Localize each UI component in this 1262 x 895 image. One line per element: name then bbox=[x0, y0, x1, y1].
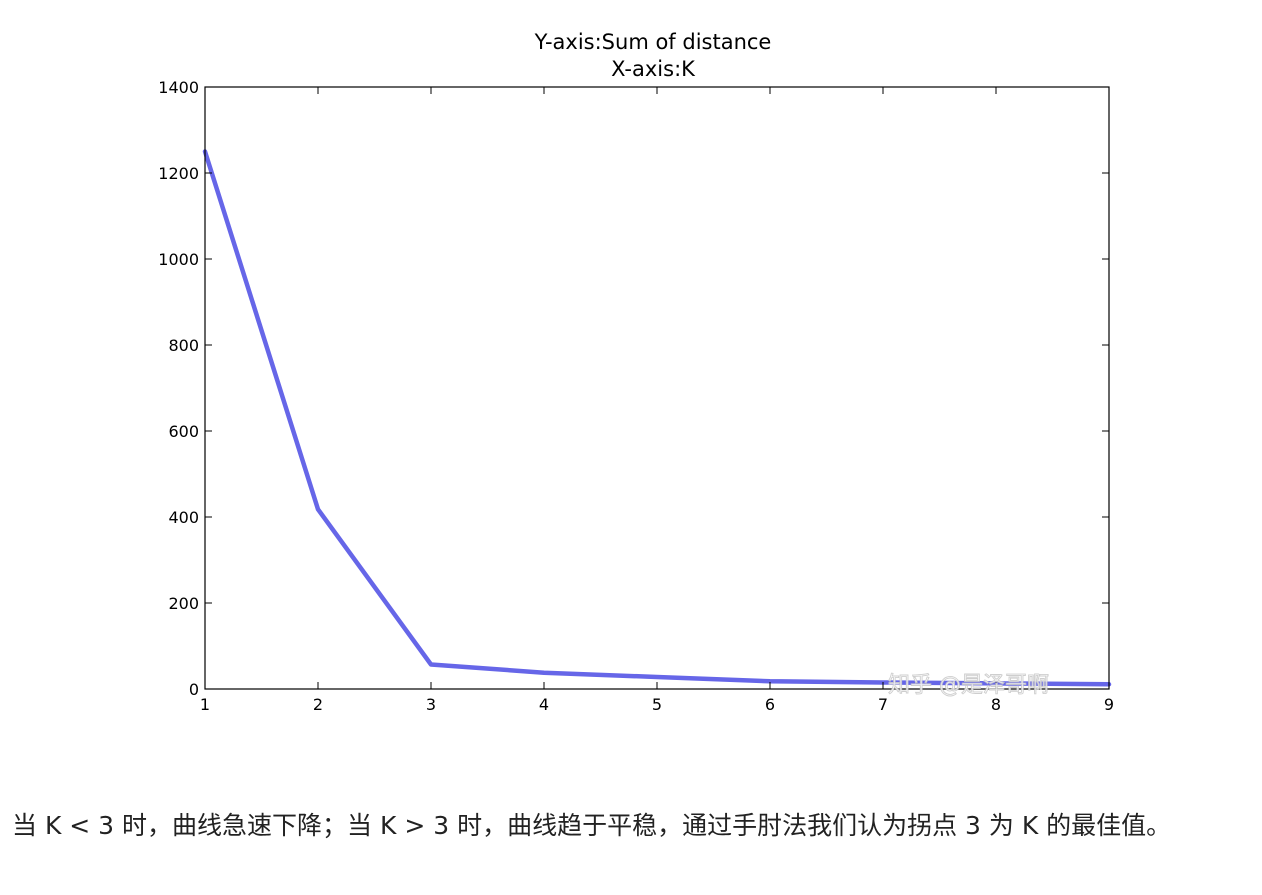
chart-title: Y-axis:Sum of distance bbox=[534, 30, 772, 54]
plot-frame bbox=[204, 86, 1110, 690]
x-tick-label: 1 bbox=[200, 695, 210, 714]
y-tick-label: 200 bbox=[168, 594, 199, 613]
x-tick-label: 3 bbox=[426, 695, 436, 714]
elbow-chart: Y-axis:Sum of distance X-axis:K 1 2 3 4 5 6 7 8… bbox=[158, 30, 1114, 714]
y-tick-label: 400 bbox=[168, 508, 199, 527]
y-tick-label: 1400 bbox=[158, 78, 199, 97]
x-tick-label: 8 bbox=[991, 695, 1001, 714]
y-tick-label: 0 bbox=[189, 680, 199, 699]
series-line bbox=[202, 149, 1112, 687]
x-tick-label: 6 bbox=[765, 695, 775, 714]
watermark-text: 知乎 @是泽哥啊 bbox=[888, 673, 1049, 698]
x-tick-label: 7 bbox=[878, 695, 888, 714]
y-tick-label: 800 bbox=[168, 336, 199, 355]
x-tick-label: 5 bbox=[652, 695, 662, 714]
y-tick-label: 600 bbox=[168, 422, 199, 441]
x-tick-label: 4 bbox=[539, 695, 549, 714]
x-tick-label: 2 bbox=[313, 695, 323, 714]
caption-text: 当 K < 3 时，曲线急速下降；当 K > 3 时，曲线趋于平稳，通过手肘法我… bbox=[12, 811, 1172, 840]
x-tick-label: 9 bbox=[1104, 695, 1114, 714]
plot-area: 1 2 3 4 5 6 7 8 9 0 200 400 600 800 1000 1200 1400 bbox=[158, 78, 1114, 714]
y-tick-label: 1000 bbox=[158, 250, 199, 269]
chart-subtitle: X-axis:K bbox=[611, 57, 696, 81]
y-tick-label: 1200 bbox=[158, 164, 199, 183]
